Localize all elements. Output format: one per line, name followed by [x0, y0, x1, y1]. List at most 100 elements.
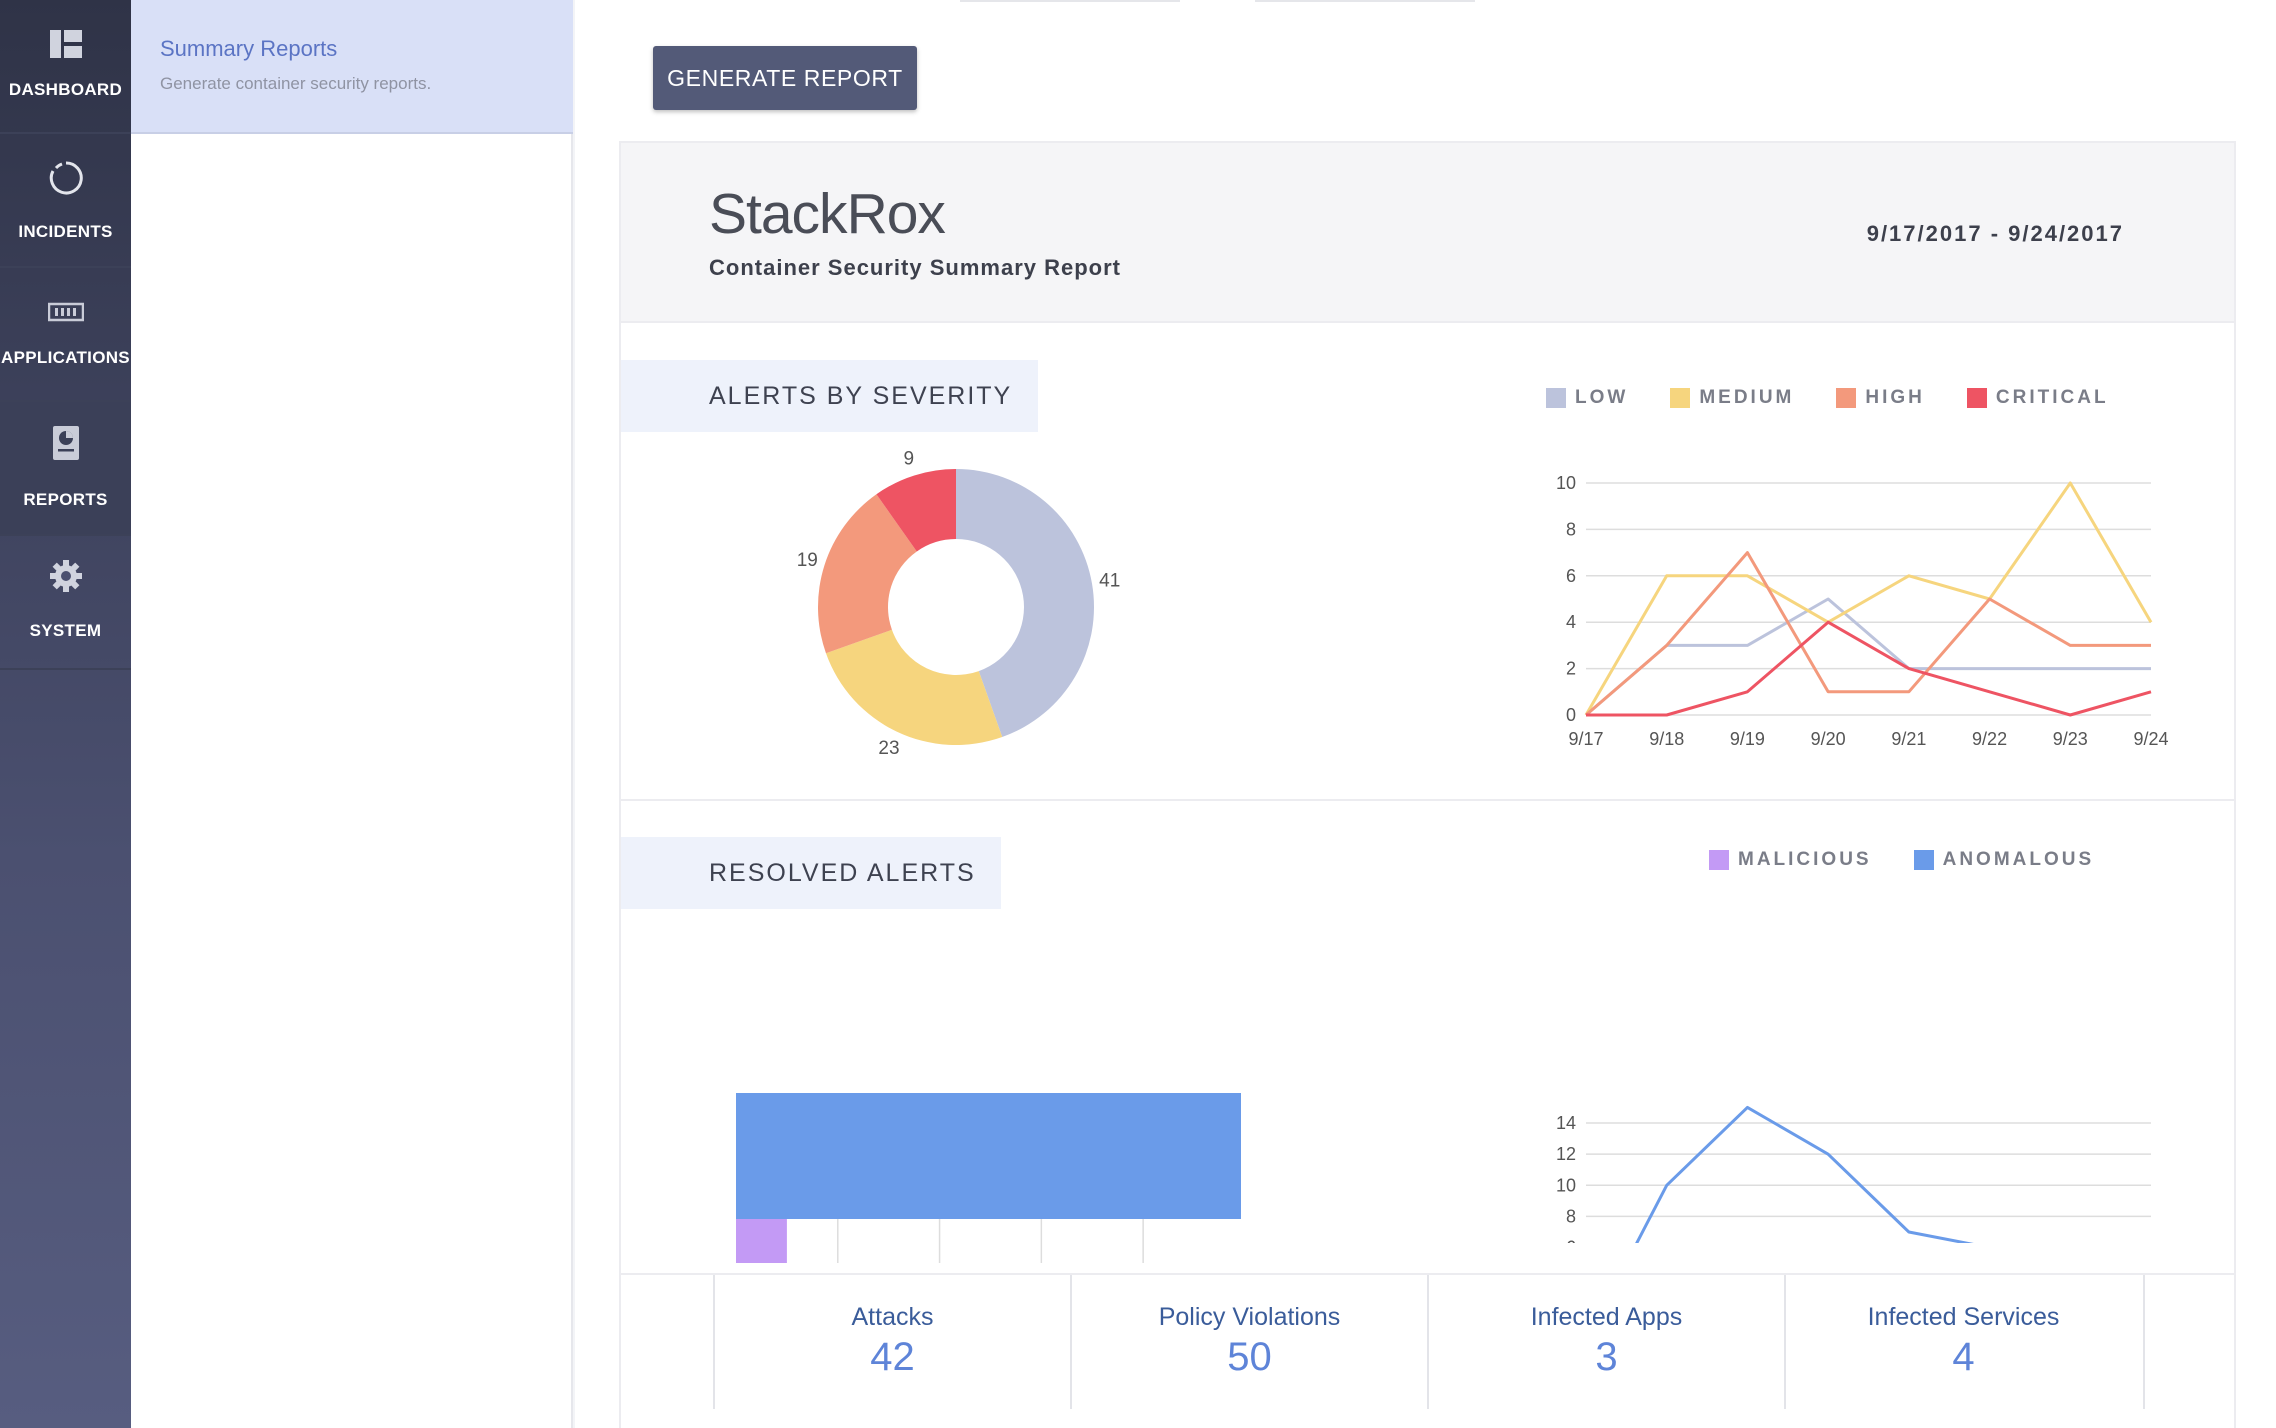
donut-slice-high [818, 494, 917, 654]
y-tick-label: 8 [1566, 1206, 1576, 1226]
nav-item-incidents[interactable]: INCIDENTS [0, 134, 131, 268]
generate-report-button[interactable]: GENERATE REPORT [653, 46, 917, 110]
series-line-critical [1586, 620, 2152, 717]
legend-entry-malicious: MALICIOUS [1709, 849, 1872, 871]
severity-legend: LOW MEDIUM HIGH CRITICAL [1546, 387, 2151, 409]
stat-label: Infected Services [1867, 1303, 2060, 1331]
reports-subpanel: Summary Reports Generate container secur… [131, 0, 573, 1428]
brand-rox: Rox [846, 182, 946, 246]
report-subtitle: Container Security Summary Report [709, 255, 1121, 280]
legend-label: LOW [1575, 387, 1629, 408]
donut-slice-low [956, 469, 1094, 738]
summary-reports-item[interactable]: Summary Reports Generate container secur… [131, 0, 573, 134]
legend-label: HIGH [1865, 387, 1925, 408]
nav-item-dashboard[interactable]: DASHBOARD [0, 0, 131, 134]
y-tick-label: 2 [1566, 659, 1576, 679]
legend-entry-critical: CRITICAL [1966, 387, 2109, 409]
y-tick-label: 8 [1566, 519, 1576, 539]
section-title-severity: ALERTS BY SEVERITY [621, 360, 1038, 432]
legend-swatch [1913, 850, 1934, 870]
severity-trend-chart: 0 2 4 6 8 10 9/17 9/18 9/19 9/20 9/21 9/22 9/23 9/24 [1556, 473, 2169, 749]
resolved-trend-chart: 024681012149/179/189/199/209/219/229/239… [1556, 1105, 2151, 1243]
stat-infected-apps: Infected Apps 3 [1427, 1275, 1784, 1409]
legend-label: MEDIUM [1699, 387, 1795, 408]
severity-donut-chart: 41 23 19 9 [797, 448, 1121, 759]
stat-label: Attacks [851, 1303, 934, 1331]
dashboard-icon [50, 30, 82, 58]
applications-icon [48, 302, 84, 322]
section-divider [621, 799, 2234, 801]
donut-data-label: 19 [797, 550, 818, 571]
x-tick-label: 9/21 [1891, 729, 1926, 749]
x-tick-label: 9/19 [1730, 729, 1765, 749]
nav-label: SYSTEM [29, 621, 102, 640]
nav-item-reports[interactable]: REPORTS [0, 402, 131, 536]
summary-reports-description: Generate container security reports. [160, 74, 432, 93]
reports-icon [53, 426, 79, 460]
y-tick-label: 10 [1556, 1175, 1576, 1195]
tab-stub [960, 0, 1180, 2]
donut-slice-critical [876, 469, 956, 552]
legend-label: MALICIOUS [1738, 849, 1872, 870]
gear-icon [50, 560, 82, 592]
stat-infected-services: Infected Services 4 [1784, 1275, 2141, 1409]
legend-swatch [1836, 388, 1857, 408]
main-content: GENERATE REPORT StackRox Container Secur… [575, 0, 2276, 1428]
nav-item-applications[interactable]: APPLICATIONS [0, 268, 131, 402]
series-line-medium [1584, 481, 2153, 716]
stat-label: Infected Apps [1530, 1303, 1683, 1331]
nav-label: DASHBOARD [8, 80, 123, 99]
brand-stack: Stack [709, 182, 848, 246]
donut-slice-medium [825, 629, 1003, 745]
nav-label: APPLICATIONS [1, 348, 130, 367]
legend-swatch [1546, 388, 1566, 408]
stats-row: Attacks 42 Policy Violations 50 Infected… [621, 1273, 2234, 1413]
y-tick-label: 14 [1556, 1113, 1576, 1133]
bar-anomalous [736, 1093, 1241, 1219]
y-tick-label: 6 [1566, 1238, 1576, 1243]
report-date-range: 9/17/2017 - 9/24/2017 [1866, 221, 2124, 246]
series-line-high [1585, 551, 2151, 717]
stat-value: 42 [870, 1335, 915, 1379]
legend-entry-high: HIGH [1836, 387, 1925, 409]
stat-label: Policy Violations [1158, 1303, 1341, 1331]
section-title-resolved: RESOLVED ALERTS [621, 837, 1001, 909]
y-tick-label: 12 [1556, 1144, 1576, 1164]
y-tick-label: 10 [1556, 473, 1576, 493]
nav-label: REPORTS [23, 490, 108, 509]
legend-entry-medium: MEDIUM [1670, 387, 1794, 409]
x-tick-label: 9/17 [1568, 729, 1603, 749]
x-tick-label: 9/24 [2133, 729, 2168, 749]
y-tick-label: 0 [1566, 705, 1576, 725]
resolved-bar-chart: 01020304050565 [736, 1093, 1241, 1263]
y-tick-label: 6 [1566, 566, 1576, 586]
left-nav: DASHBOARD INCIDENTS APPLICATIONS [0, 0, 131, 1428]
stat-value: 50 [1227, 1335, 1272, 1379]
y-tick-label: 4 [1566, 612, 1576, 632]
legend-label: CRITICAL [1995, 387, 2109, 408]
donut-data-label: 9 [904, 448, 915, 469]
bar-malicious [736, 1219, 787, 1263]
legend-swatch [1966, 388, 1987, 408]
stat-policy-violations: Policy Violations 50 [1070, 1275, 1427, 1409]
donut-data-label: 41 [1099, 570, 1120, 591]
legend-swatch [1670, 388, 1691, 408]
x-tick-label: 9/22 [1972, 729, 2007, 749]
stat-divider [2143, 1275, 2145, 1409]
series-line-low [1585, 597, 2151, 717]
stat-attacks: Attacks 42 [713, 1275, 1070, 1409]
nav-label: INCIDENTS [18, 222, 113, 241]
nav-item-system[interactable]: SYSTEM [0, 536, 131, 670]
summary-reports-title: Summary Reports [160, 36, 338, 61]
legend-entry-low: LOW [1546, 387, 1628, 409]
x-tick-label: 9/23 [2053, 729, 2088, 749]
series-line-anomalous [1635, 1105, 1974, 1243]
legend-label: ANOMALOUS [1942, 849, 2095, 870]
stat-value: 4 [1952, 1335, 1975, 1379]
donut-data-label: 23 [878, 738, 899, 759]
resolved-legend: MALICIOUS ANOMALOUS [1709, 849, 2136, 871]
stat-value: 3 [1595, 1335, 1618, 1379]
tab-stub [1255, 0, 1475, 2]
legend-entry-anomalous: ANOMALOUS [1913, 849, 2095, 871]
